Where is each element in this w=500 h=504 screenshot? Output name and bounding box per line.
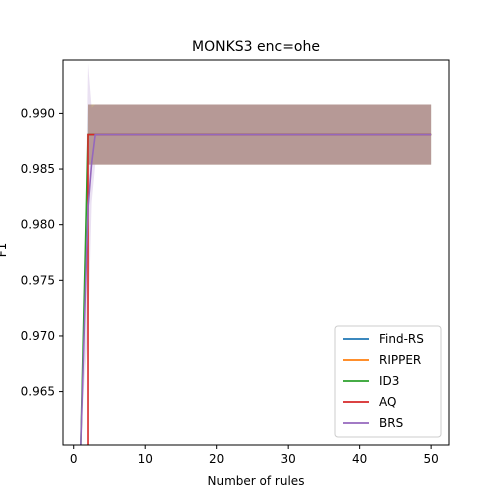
band-aq [88,104,432,445]
x-tick-label: 0 [70,452,78,466]
y-tick-label: 0.980 [21,218,55,232]
legend-label-ripper: RIPPER [379,353,421,367]
legend-label-find-rs: Find-RS [379,332,424,346]
band-brs [80,63,432,445]
axes-frame [62,59,450,446]
series-lines [80,133,432,445]
y-tick-label: 0.975 [21,273,55,287]
chart-title: MONKS3 enc=ohe [192,39,320,55]
legend-label-aq: AQ [379,395,396,409]
legend: Find-RS RIPPER ID3 AQ BRS [334,325,442,438]
x-axis-label: Number of rules [208,474,305,488]
y-tick-label: 0.990 [21,106,55,120]
y-tick-label: 0.970 [21,329,55,343]
x-tick-label: 30 [281,452,296,466]
y-tick-label: 0.965 [21,385,55,399]
band-id3 [80,104,432,445]
x-tick-label: 50 [423,452,438,466]
x-tick-label: 10 [138,452,153,466]
legend-label-id3: ID3 [379,374,399,388]
x-tick-label: 20 [209,452,224,466]
series-line-brs [80,133,432,445]
legend-box [334,325,442,438]
y-axis-label: F1 [0,243,9,258]
plot-area: 0 10 20 30 40 50 0.965 0.970 0.975 0.980 0.985 0.99… [21,59,450,466]
legend-label-brs: BRS [379,416,403,430]
y-tick-label: 0.985 [21,162,55,176]
x-tick-label: 40 [352,452,367,466]
